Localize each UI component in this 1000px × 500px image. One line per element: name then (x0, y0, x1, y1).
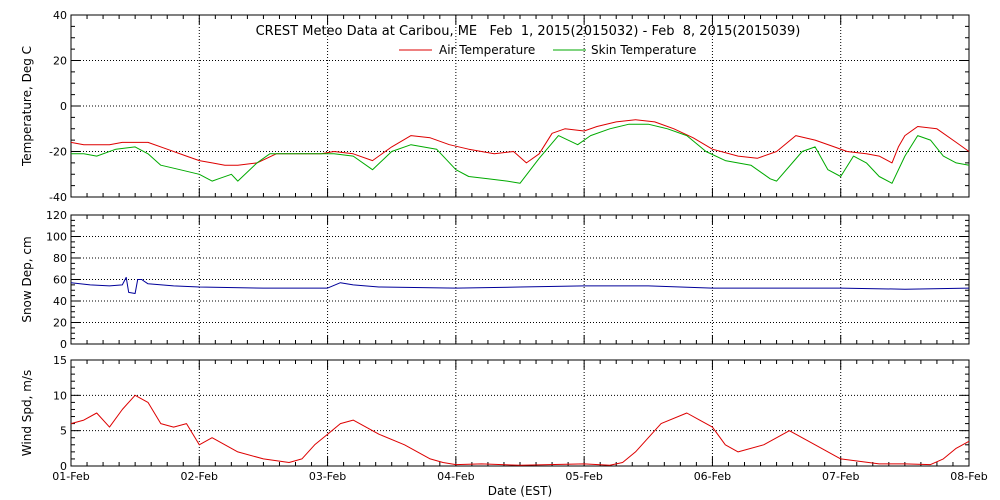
legend-skin-label: Skin Temperature (591, 43, 696, 57)
y-tick-label: 0 (60, 460, 67, 473)
y-tick-label: 120 (46, 209, 67, 222)
y-tick-label: 20 (53, 317, 67, 330)
y-tick-label: 100 (46, 231, 67, 244)
plot-frame (70, 214, 970, 345)
series-line-1 (70, 276, 970, 294)
y-axis-label: Snow Dep, cm (20, 236, 34, 322)
x-tick-label: 02-Feb (181, 470, 218, 483)
x-tick-label: 03-Feb (309, 470, 346, 483)
y-tick-label: -20 (49, 146, 67, 159)
x-tick-label: 04-Feb (437, 470, 474, 483)
series-air-temperature (70, 119, 970, 166)
y-tick-label: 5 (60, 425, 67, 438)
y-tick-label: 80 (53, 252, 67, 265)
y-tick-label: 40 (53, 9, 67, 22)
series-line-2 (70, 394, 970, 466)
y-tick-label: 0 (60, 338, 67, 351)
x-tick-label: 01-Feb (52, 470, 89, 483)
y-tick-label: 60 (53, 274, 67, 287)
chart-title: CREST Meteo Data at Caribou, ME Feb 1, 2… (256, 24, 801, 39)
y-tick-label: 0 (60, 100, 67, 113)
x-tick-label: 06-Feb (694, 470, 731, 483)
y-tick-label: 20 (53, 55, 67, 68)
x-tick-label: 05-Feb (565, 470, 602, 483)
y-tick-label: 15 (53, 354, 67, 367)
y-tick-label: 40 (53, 295, 67, 308)
y-tick-label: -40 (49, 191, 67, 204)
x-tick-label: 07-Feb (822, 470, 859, 483)
wind-speed-panel: 0 5 10 15 01-Feb 02-Feb 03-Feb 04-Feb 05-Feb 06-F… (20, 354, 988, 483)
y-axis-label: Temperature, Deg C (20, 46, 34, 167)
y-axis-label: Wind Spd, m/s (20, 370, 34, 456)
x-tick-label: 08-Feb (950, 470, 987, 483)
temperature-panel: -40 -20 0 20 40 Temperature, Deg C (20, 9, 970, 204)
series-skin-temperature (71, 123, 970, 184)
snow-depth-panel: 0 20 40 60 80 100 120 Snow Dep, cm (20, 209, 970, 351)
plot-frame (70, 359, 970, 467)
legend-air-label: Air Temperature (439, 43, 535, 57)
legend: Air Temperature Skin Temperature (399, 43, 696, 57)
y-tick-label: 10 (53, 389, 67, 402)
x-axis-label: Date (EST) (488, 484, 552, 498)
